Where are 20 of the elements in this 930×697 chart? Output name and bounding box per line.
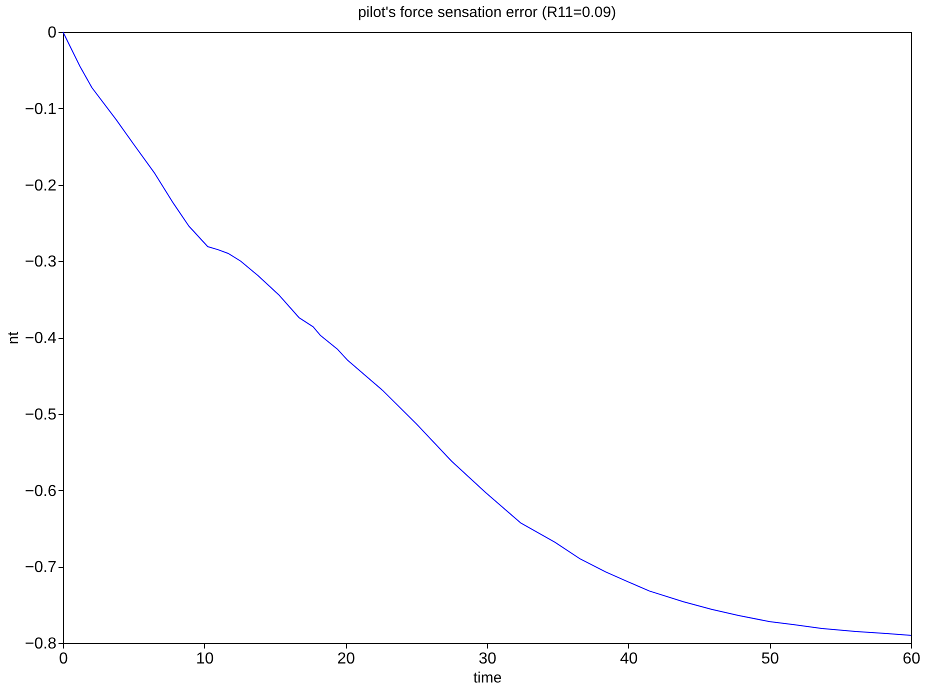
- x-tick-label: 60: [902, 650, 920, 668]
- x-tick-label: 10: [196, 650, 214, 668]
- y-tick-label: −0.3: [24, 254, 57, 271]
- y-tick-label: −0.1: [24, 100, 57, 118]
- x-tick-label: 50: [761, 650, 780, 668]
- y-tick-label: 0: [48, 24, 57, 42]
- y-tick-label: −0.8: [24, 636, 57, 652]
- y-tick-label: −0.5: [24, 406, 57, 424]
- y-axis-title: nt: [4, 330, 22, 344]
- y-tick-label: −0.2: [24, 177, 57, 194]
- x-tick-label: 0: [59, 650, 68, 668]
- x-tick-label: 30: [478, 650, 496, 668]
- y-tick-label: −0.4: [24, 330, 57, 347]
- x-tick-label: 40: [620, 650, 638, 668]
- y-tick-label: −0.7: [24, 559, 57, 576]
- line-series: [62, 32, 912, 636]
- y-tick-label: −0.6: [24, 482, 57, 500]
- chart-title: pilot's force sensation error (R11=0.09): [358, 4, 616, 21]
- x-tick-label: 20: [337, 650, 356, 668]
- x-axis-title: time: [473, 670, 502, 686]
